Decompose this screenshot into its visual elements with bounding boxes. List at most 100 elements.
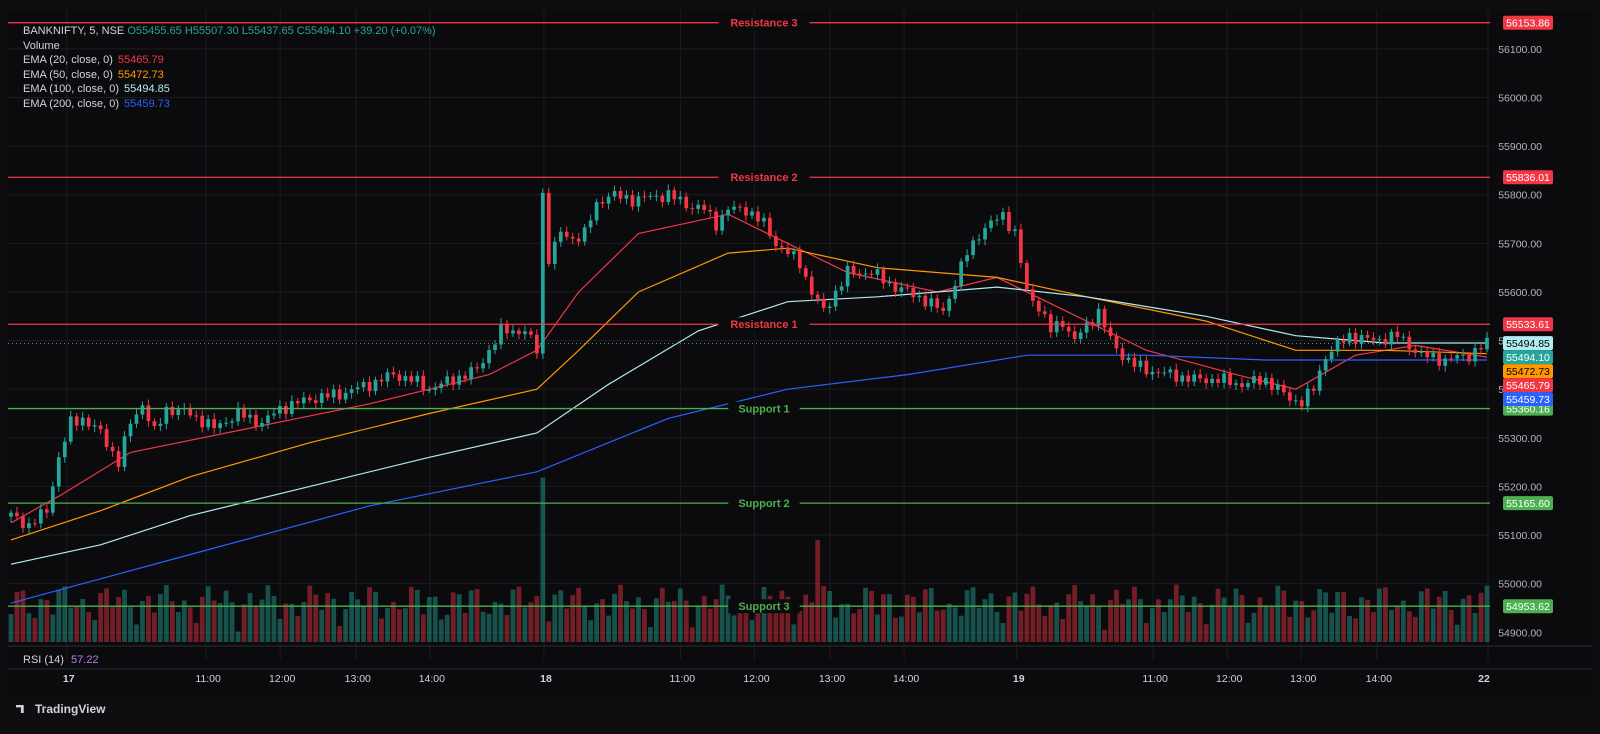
candle-body [768,217,772,237]
candle-body [451,376,456,385]
time-axis: 17 11:00 12:00 13:00 14:00 18 11:00 12:00 13:00 1… [63,673,1490,685]
price-chart[interactable]: Resistance 3 56153.86 Resistance 2 55836.01… [8,10,1592,695]
volume-bar [1454,624,1460,642]
rsi-legend[interactable]: RSI (14) 57.22 [23,654,99,666]
volume-bar [636,597,641,642]
volume-bar [540,477,546,642]
volume-bar [994,611,1000,642]
volume-bar [1036,604,1042,642]
volume-bar [1281,590,1287,642]
volume-bar [175,612,181,642]
level-price-tag [1503,599,1553,614]
candle-body [546,192,551,264]
level-price-tag [1503,170,1553,185]
current-price-tag-text: 55472.73 [1506,366,1550,378]
candle-body [92,425,97,427]
volume-bar [558,590,564,642]
candle-body [618,191,623,199]
indicator-label: EMA (200, close, 0) [23,97,119,110]
tradingview-icon [16,705,24,713]
volume-bar [1203,624,1209,642]
volume-bar [38,599,44,642]
indicator-row[interactable]: EMA (20, close, 0) 55465.79 [23,53,436,68]
volume-bar [14,592,20,642]
volume-bar [809,602,815,642]
volume-bar [128,607,133,642]
candle-body [1276,384,1280,390]
tradingview-logo[interactable]: TradingView [16,702,105,716]
volume-bar [898,616,904,642]
volume-bar [916,612,922,642]
candle-body [1228,373,1232,385]
symbol-row[interactable]: BANKNIFTY, 5, NSE O55455.65 H55507.30 L5… [23,24,436,39]
chart-panel[interactable]: Resistance 3 56153.86 Resistance 2 55836.01… [8,10,1592,695]
candle-body [1347,333,1352,343]
volume-bar [618,584,623,642]
volume-bar [1412,616,1418,642]
indicator-row[interactable]: EMA (100, close, 0) 55494.85 [23,82,436,97]
candle-body [146,405,151,422]
volume-bar [301,602,307,642]
candle-body [1413,349,1418,353]
candle-body [134,414,139,424]
current-price-tag-text: 55465.79 [1506,380,1550,392]
candle-body [576,238,581,242]
candle-body [170,406,175,415]
candle-body [953,285,958,299]
volume-bar [217,603,223,642]
level-label-bg [718,170,810,185]
volume-bar [456,594,462,642]
candle-body [1174,369,1179,382]
volume-bar [355,599,360,642]
candle-body [313,400,318,403]
candle-body [1371,337,1376,340]
volume-bar [229,602,235,642]
volume-bar [1155,599,1161,642]
volume-bar [564,608,570,642]
volume-bar [438,619,444,642]
volume-bar [1305,617,1311,642]
volume-bar [797,610,803,642]
candle-body [33,523,37,525]
candle-body [50,486,55,513]
candle-body [1102,308,1107,328]
time-tick-label: 22 [1478,673,1490,685]
volume-bar [241,604,247,642]
candle-body [343,392,348,400]
price-axis: 54900.00 55000.00 55100.00 55200.00 55300.00… [8,44,1592,670]
indicator-row[interactable]: Volume [23,39,436,54]
candle-body [959,261,963,286]
volume-bar [140,600,145,642]
candle-body [678,196,683,200]
candle-body [236,407,240,422]
candle-body [295,401,300,404]
indicator-row[interactable]: EMA (50, close, 0) 55472.73 [23,68,436,83]
volume-bar [869,590,874,642]
candle-body [307,397,312,401]
current-price-tag-text: 55494.85 [1506,338,1550,350]
indicator-row[interactable]: EMA (200, close, 0) 55459.73 [23,97,436,112]
candle-body [385,372,390,382]
candle-body [1431,353,1436,358]
volume-bar [271,595,277,642]
candle-body [1425,351,1430,358]
volume-bar [1359,597,1364,642]
volume-bar [755,603,761,642]
volume-bar [1472,613,1478,642]
current-price-tag [1503,364,1553,379]
candle-body [1114,336,1119,349]
candle-body [875,269,880,275]
candle-body [373,379,378,392]
volume-bar [964,590,970,642]
candle-body [331,389,336,398]
volume-bar [1436,596,1442,642]
candle-body [869,273,874,275]
price-tick-label: 56100.00 [1498,44,1542,56]
candle-body [1264,377,1268,385]
volume-bar [642,609,647,642]
candle-body [224,422,228,424]
volume-bar [1311,610,1317,642]
volume-bar [385,608,390,642]
indicator-value: 55472.73 [117,68,164,81]
